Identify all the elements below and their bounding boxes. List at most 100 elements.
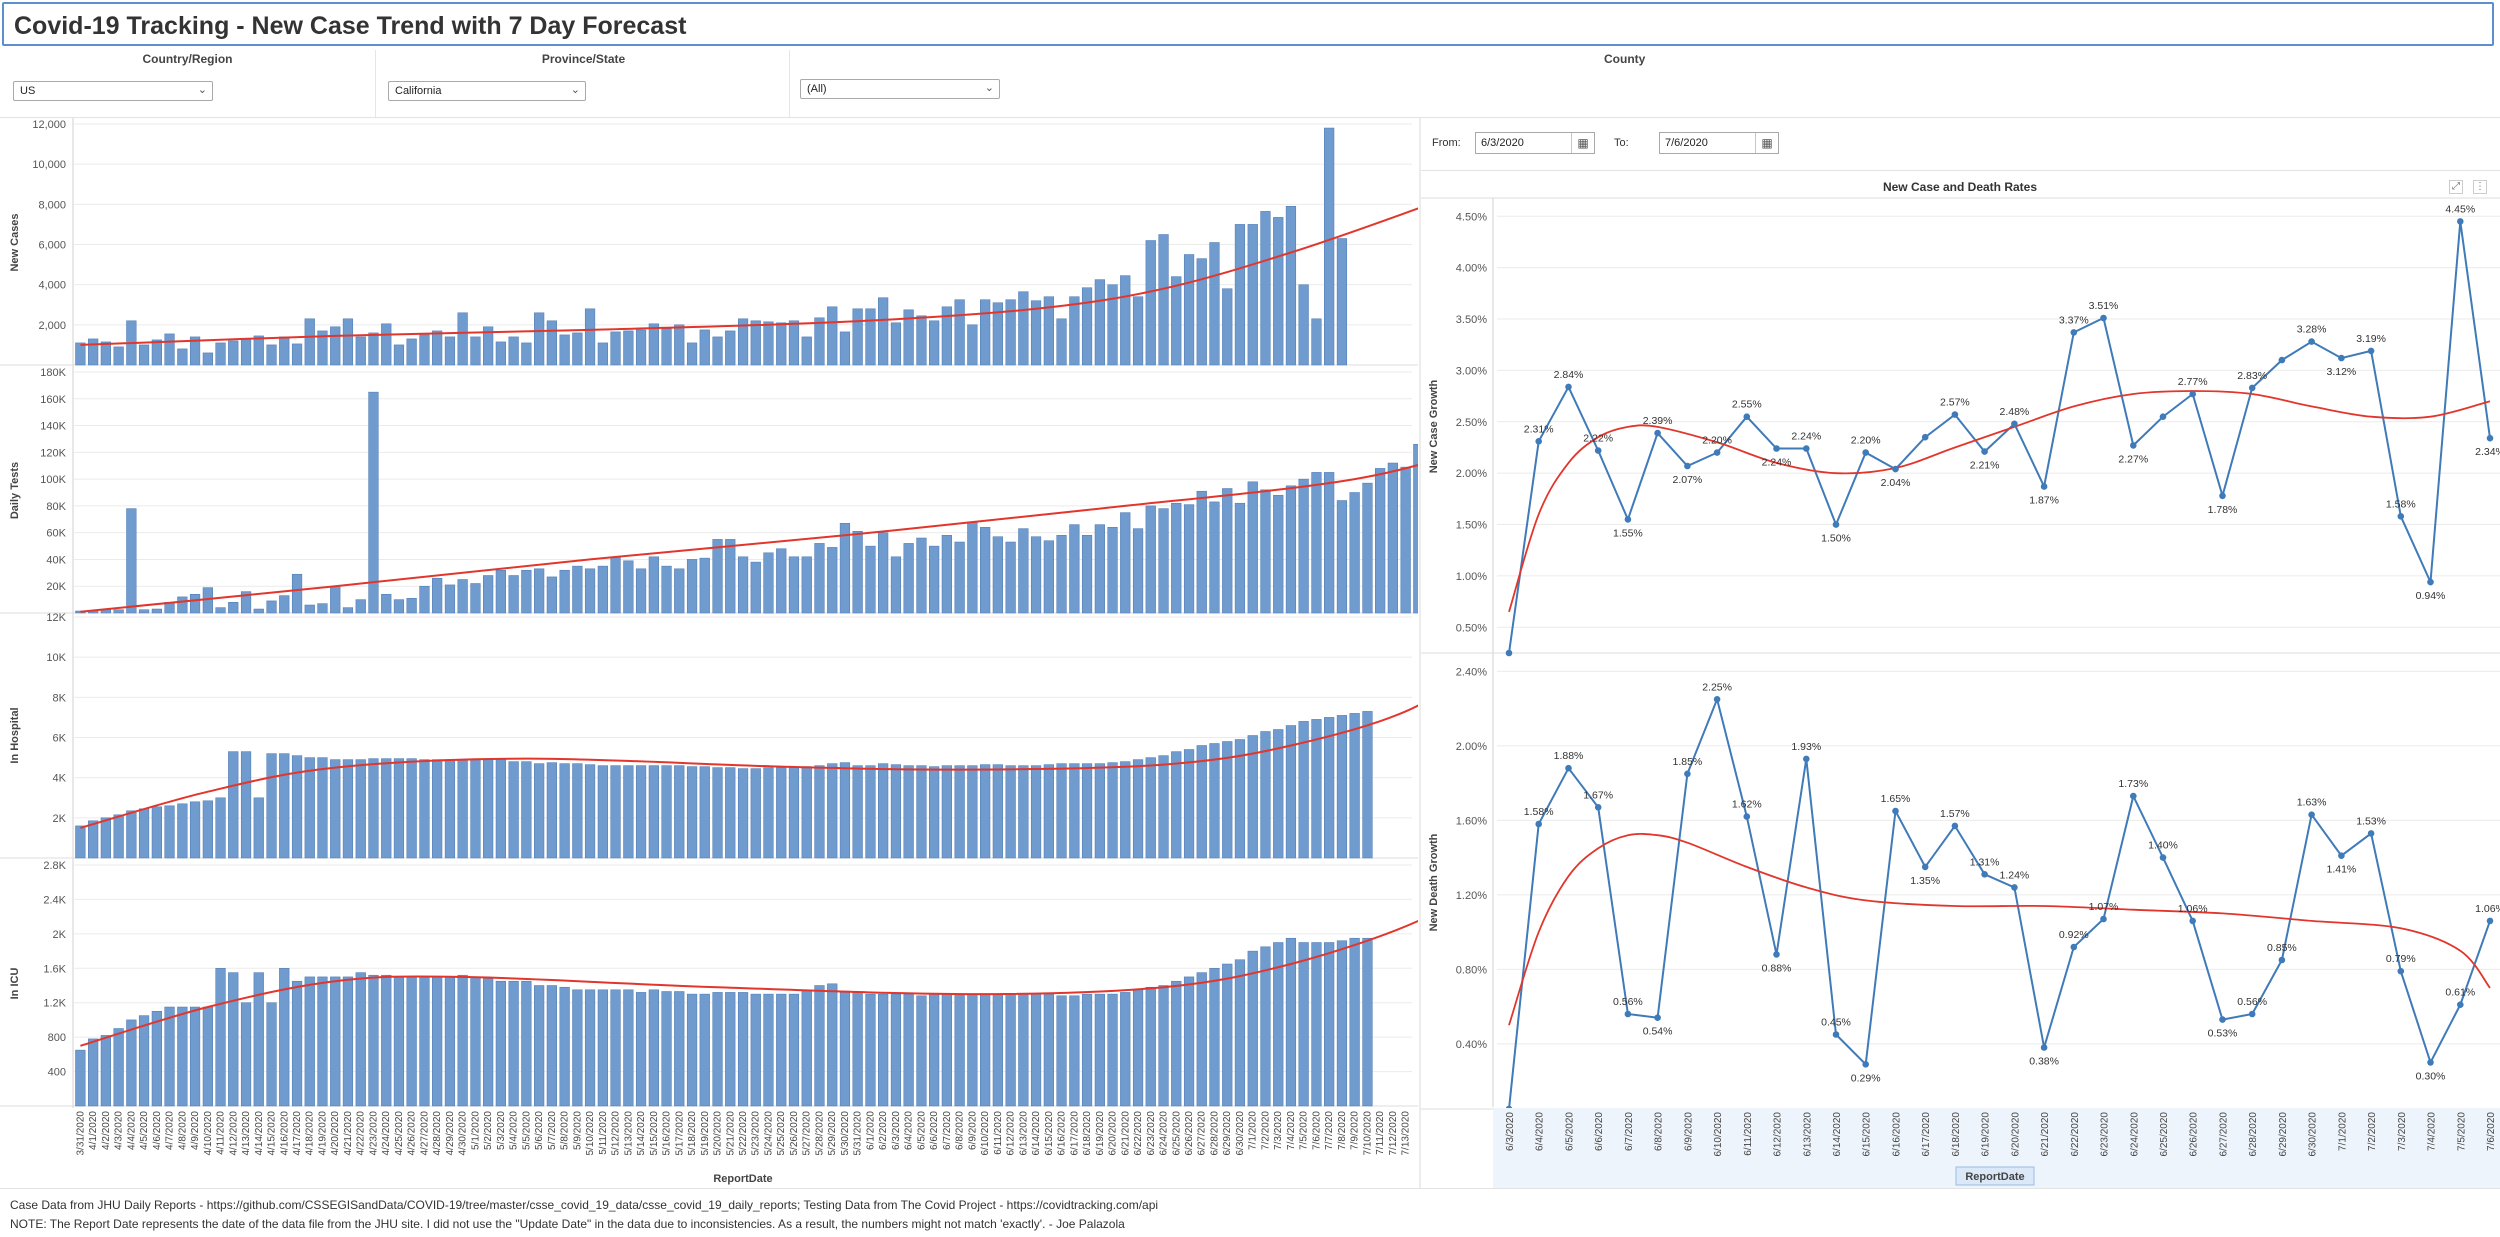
x-tick-label: 4/27/2020 <box>419 1111 430 1156</box>
data-label: 1.31% <box>1970 856 2000 868</box>
bar <box>610 331 621 366</box>
data-label: 1.53% <box>2356 815 2386 827</box>
bar <box>814 765 825 859</box>
bar <box>1222 963 1233 1107</box>
to-date-input[interactable]: 7/6/2020 ▦ <box>1659 132 1779 154</box>
y-tick-label: 40K <box>46 554 66 566</box>
data-point <box>1892 807 1899 815</box>
bar <box>1132 528 1144 614</box>
y-axis-title: New Death Growth <box>1428 833 1440 931</box>
data-label: 0.29% <box>1851 1072 1881 1084</box>
y-tick-label: 2.4K <box>43 894 66 906</box>
to-label: To: <box>1614 137 1629 149</box>
data-point <box>2100 314 2107 322</box>
bar <box>393 599 405 614</box>
data-point <box>1565 764 1572 772</box>
x-tick-label: 6/13/2020 <box>1018 1111 1029 1156</box>
x-tick-label: 7/8/2020 <box>1337 1111 1348 1150</box>
data-point <box>1803 445 1810 452</box>
bar <box>941 535 952 614</box>
x-tick-label: 7/2/2020 <box>2367 1112 2378 1151</box>
data-label: 4.45% <box>2445 203 2475 215</box>
bar <box>291 755 303 859</box>
x-axis-title-badge <box>1955 1166 2035 1186</box>
bar <box>1260 489 1271 614</box>
data-label: 2.07% <box>1673 474 1703 486</box>
filter-province: Province/State California ⌄ <box>378 50 790 118</box>
data-label: 0.53% <box>2208 1028 2238 1040</box>
data-label: 1.57% <box>1940 808 1970 820</box>
y-tick-label: 4.00% <box>1456 263 1487 275</box>
bar <box>597 565 608 614</box>
province-select[interactable]: California ⌄ <box>388 81 586 101</box>
bar <box>686 559 698 614</box>
bar <box>266 1002 277 1107</box>
y-tick-label: 4.50% <box>1456 211 1487 223</box>
bar <box>355 972 366 1107</box>
chart-title: New Case and Death Rates <box>1883 180 2037 194</box>
bar <box>725 330 736 366</box>
data-label: 2.84% <box>1554 369 1584 381</box>
bar <box>903 993 914 1107</box>
bar <box>1247 950 1258 1107</box>
bar <box>368 391 379 614</box>
data-point <box>2189 390 2196 398</box>
x-tick-label: 4/12/2020 <box>228 1111 239 1156</box>
bar <box>814 317 825 366</box>
data-point <box>1862 449 1869 456</box>
y-tick-label: 12,000 <box>32 119 66 131</box>
data-label: 1.78% <box>2208 504 2238 516</box>
bar <box>686 766 698 859</box>
x-tick-label: 6/12/2020 <box>1006 1111 1017 1156</box>
y-tick-label: 1.2K <box>43 998 66 1010</box>
calendar-icon[interactable]: ▦ <box>1571 133 1594 153</box>
data-point <box>1624 516 1632 523</box>
left-bar-chart: 2,000 4,000 6,000 8,000 10,000 12,000 New Case… <box>0 118 1418 1185</box>
bar <box>253 608 264 614</box>
bar <box>1273 494 1284 614</box>
bar <box>1005 299 1016 366</box>
more-options-icon[interactable]: ⋮ <box>2473 180 2487 194</box>
bar <box>1196 745 1207 859</box>
bar <box>584 764 596 859</box>
bar <box>712 992 723 1107</box>
bar <box>1132 989 1144 1107</box>
bar <box>699 993 710 1107</box>
bar <box>330 759 341 859</box>
data-point <box>2011 420 2018 428</box>
data-label: 3.12% <box>2327 366 2357 378</box>
country-select[interactable]: US ⌄ <box>13 81 213 101</box>
bar <box>483 978 494 1107</box>
bar <box>674 324 685 366</box>
data-label: 1.87% <box>2029 495 2059 507</box>
data-point <box>2427 578 2434 586</box>
x-tick-label: 6/10/2020 <box>980 1111 991 1156</box>
data-label: 2.57% <box>1940 397 1970 409</box>
from-date-input[interactable]: 6/3/2020 ▦ <box>1475 132 1595 154</box>
bar <box>317 603 328 614</box>
data-label: 1.85% <box>1673 756 1703 768</box>
calendar-icon[interactable]: ▦ <box>1755 133 1778 153</box>
bar <box>508 575 519 614</box>
bar <box>1285 937 1297 1107</box>
bar <box>725 539 736 614</box>
data-point <box>2308 811 2315 818</box>
bar <box>266 753 277 859</box>
x-tick-label: 5/1/2020 <box>470 1111 481 1150</box>
bar <box>1018 528 1029 614</box>
x-tick-label: 3/31/2020 <box>75 1111 86 1156</box>
expand-icon[interactable]: ⤢ <box>2449 180 2463 194</box>
bar <box>368 332 379 366</box>
x-tick-label: 7/6/2020 <box>1311 1111 1322 1150</box>
trend-line <box>1508 390 2491 613</box>
bar <box>750 320 761 366</box>
bar <box>1222 288 1233 366</box>
bar <box>1018 291 1029 366</box>
bar <box>534 312 545 366</box>
bar <box>1132 759 1144 859</box>
data-point <box>2219 492 2226 500</box>
bar <box>725 767 736 859</box>
x-tick-label: 7/3/2020 <box>2397 1112 2408 1151</box>
county-select[interactable]: (All) ⌄ <box>800 79 1000 99</box>
bar <box>508 980 519 1107</box>
